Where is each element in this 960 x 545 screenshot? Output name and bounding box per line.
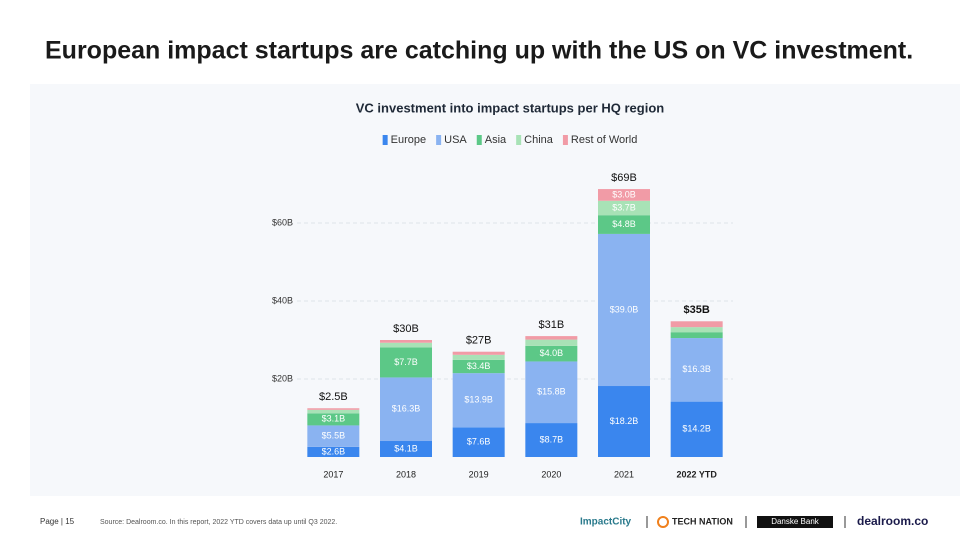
total-label: $2.5B <box>319 391 348 403</box>
legend-items: Europe USA Asia China Rest of World <box>382 134 637 146</box>
value-label: $13.9B <box>464 395 493 405</box>
value-label: $7.6B <box>467 437 491 447</box>
bar-segment <box>307 425 360 447</box>
slide-title: European impact startups are catching up… <box>45 37 913 65</box>
bar-segment <box>380 340 432 343</box>
value-label: $8.7B <box>540 434 564 444</box>
total-label: $30B <box>393 323 419 335</box>
bar-segment <box>380 342 432 348</box>
legend: Europe USA Asia China Rest of World <box>382 134 637 146</box>
bar-segment <box>670 321 723 328</box>
chart-title: VC investment into impact startups per H… <box>356 100 664 115</box>
bar-segment <box>452 373 505 428</box>
bar-segment <box>307 409 360 414</box>
bar-segment <box>380 377 432 442</box>
legend-label: Asia <box>485 134 507 146</box>
bar-segment <box>670 332 723 339</box>
x-tick-label: 2017 <box>323 469 343 479</box>
x-tick-label: 2020 <box>541 469 561 479</box>
bar-segment <box>670 338 723 402</box>
value-label: $4.1B <box>394 443 418 453</box>
legend-swatch <box>382 135 388 145</box>
value-label: $39.0B <box>610 304 639 314</box>
bar-segment <box>452 359 505 374</box>
x-tick-label: 2021 <box>614 469 634 479</box>
value-label: $18.2B <box>610 416 639 426</box>
value-label: $3.7B <box>612 202 636 212</box>
bar-segment <box>670 401 723 457</box>
page-number: Page | 15 <box>40 517 75 526</box>
total-label: $27B <box>466 335 492 347</box>
legend-swatch <box>516 135 522 145</box>
legend-label: Europe <box>391 134 426 146</box>
value-label: $2.6B <box>322 446 346 456</box>
y-tick-label: $60B <box>272 217 293 227</box>
value-label: $16.3B <box>682 364 711 374</box>
bar-segment <box>307 413 360 426</box>
value-label: $4.8B <box>612 219 636 229</box>
value-label: $4.0B <box>540 348 564 358</box>
legend-swatch <box>476 135 482 145</box>
bar-segment <box>380 441 432 457</box>
value-label: $14.2B <box>682 424 711 434</box>
source-note: Source: Dealroom.co. In this report, 202… <box>100 519 337 526</box>
plot: $20B $40B $60B $2.6B $5.5B $3.1B $2.5B 2017 $4.1… <box>272 172 733 479</box>
bar-segment <box>598 189 650 201</box>
bar-segment <box>380 347 432 378</box>
bar-segment <box>525 336 578 340</box>
bar-segment <box>598 233 650 387</box>
x-tick-label: 2022 YTD <box>676 469 717 479</box>
legend-swatch <box>562 135 568 145</box>
bar-segment <box>307 408 360 410</box>
y-tick-label: $20B <box>272 373 293 383</box>
total-label: $69B <box>611 172 637 184</box>
bar-segment <box>598 386 650 457</box>
legend-label: Rest of World <box>571 134 637 146</box>
logo: Danske Bank <box>771 517 820 526</box>
total-label: $31B <box>538 319 564 331</box>
bar-segment <box>525 345 578 362</box>
logo-box <box>757 516 833 528</box>
bar-segment <box>525 361 578 424</box>
bar-segment <box>670 327 723 333</box>
legend-label: USA <box>444 134 467 146</box>
value-label: $3.4B <box>467 361 491 371</box>
value-label: $3.0B <box>612 189 636 199</box>
logo-icon <box>657 516 669 528</box>
logo: dealroom.co <box>857 514 928 528</box>
value-label: $5.5B <box>322 431 346 441</box>
legend-label: China <box>524 134 554 146</box>
value-label: $3.1B <box>322 414 346 424</box>
logo: ImpactCity <box>580 517 632 528</box>
value-label: $7.7B <box>394 357 418 367</box>
value-label: $16.3B <box>392 404 421 414</box>
bar-segment <box>598 200 650 216</box>
legend-swatch <box>436 135 442 145</box>
logo: TECH NATION <box>672 516 733 526</box>
bar-segment <box>452 427 505 457</box>
value-label: $15.8B <box>537 387 566 397</box>
x-tick-label: 2019 <box>469 469 489 479</box>
bar-segment <box>452 351 505 355</box>
bar-segment <box>307 446 360 457</box>
bar-segment <box>598 215 650 234</box>
y-tick-label: $40B <box>272 295 293 305</box>
x-tick-label: 2018 <box>396 469 416 479</box>
bar-segment <box>525 423 578 457</box>
bar-segment <box>525 339 578 346</box>
bar-segment <box>452 354 505 360</box>
total-label: $35B <box>684 304 710 316</box>
